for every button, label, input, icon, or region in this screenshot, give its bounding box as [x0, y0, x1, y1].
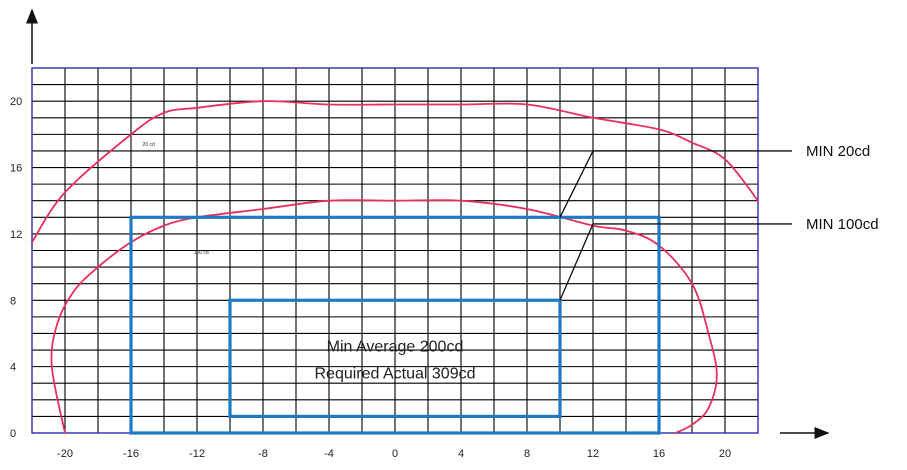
inner-box-text-line-1: Min Average 200cd: [327, 339, 464, 356]
callout-label-min-20cd: MIN 20cd: [806, 143, 870, 160]
y-tick-label: 12: [10, 229, 22, 241]
inner-box: [228, 298, 562, 419]
x-tick-label: -20: [57, 448, 73, 460]
y-tick-label: 0: [10, 428, 16, 440]
x-tick-label: -12: [189, 448, 205, 460]
callout-leader-0: [559, 150, 792, 218]
annotations: [559, 150, 792, 301]
callout-label-min-100cd: MIN 100cd: [806, 216, 879, 233]
y-tick-label: 8: [10, 295, 16, 307]
series-curve-0: [31, 100, 759, 244]
x-tick-label: 0: [392, 448, 398, 460]
series-curve-1: [50, 199, 718, 434]
x-tick-label: -4: [324, 448, 334, 460]
outer-box: [129, 215, 661, 435]
inner-box-text-line-2: Required Actual 309cd: [315, 365, 476, 382]
callout-leader-1: [559, 223, 792, 301]
curve-label-20cd: 20 cd: [143, 142, 155, 148]
curve-label-100cd: 100 cd: [194, 250, 209, 256]
x-tick-label: 8: [524, 448, 530, 460]
y-tick-label: 20: [10, 96, 22, 108]
y-tick-label: 4: [10, 362, 16, 374]
x-tick-label: 16: [653, 448, 665, 460]
x-tick-label: -16: [123, 448, 139, 460]
y-tick-label: 16: [10, 163, 22, 175]
x-tick-label: 4: [458, 448, 464, 460]
x-tick-label: -8: [258, 448, 268, 460]
curves: [31, 100, 759, 434]
regions: [129, 215, 661, 435]
x-tick-label: 12: [587, 448, 599, 460]
axes: [26, 8, 830, 439]
tick-labels: -20 -16 -12 -8 -4 0 4 8 12 16 20 0 4 8 12 16 20: [10, 96, 731, 460]
x-tick-label: 20: [719, 448, 731, 460]
